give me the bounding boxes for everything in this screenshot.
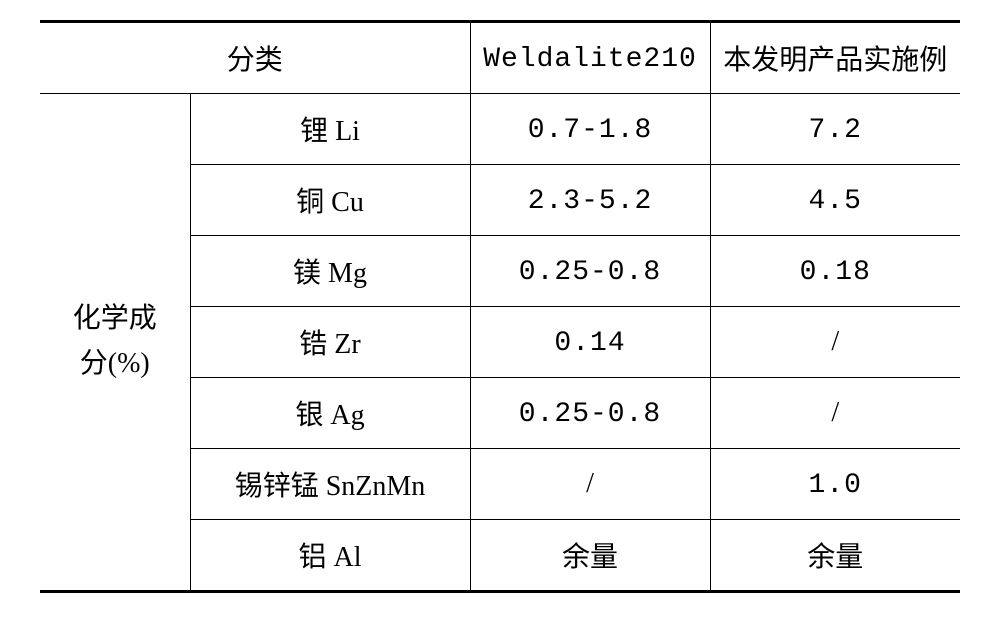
page: 分类 Weldalite210 本发明产品实施例 化学成 分(%) 锂 Li 0… (0, 0, 1000, 642)
header-col-a: Weldalite210 (470, 22, 710, 94)
value-b-cell: 4.5 (710, 165, 960, 236)
value-a-cell: 0.14 (470, 307, 710, 378)
value-a-cell: 0.7-1.8 (470, 94, 710, 165)
element-cell: 铝 Al (190, 520, 470, 592)
table-row: 化学成 分(%) 锂 Li 0.7-1.8 7.2 (40, 94, 960, 165)
element-cell: 银 Ag (190, 378, 470, 449)
table-header-row: 分类 Weldalite210 本发明产品实施例 (40, 22, 960, 94)
element-cell: 锂 Li (190, 94, 470, 165)
composition-table: 分类 Weldalite210 本发明产品实施例 化学成 分(%) 锂 Li 0… (40, 20, 960, 593)
value-a-cell: 余量 (470, 520, 710, 592)
header-col-b: 本发明产品实施例 (710, 22, 960, 94)
value-a-cell: 2.3-5.2 (470, 165, 710, 236)
element-cell: 锆 Zr (190, 307, 470, 378)
element-cell: 铜 Cu (190, 165, 470, 236)
value-a-cell: 0.25-0.8 (470, 378, 710, 449)
value-b-cell: 余量 (710, 520, 960, 592)
group-label-line1: 化学成 (73, 303, 157, 334)
value-b-cell: / (710, 378, 960, 449)
value-b-cell: / (710, 307, 960, 378)
value-a-cell: / (470, 449, 710, 520)
element-cell: 镁 Mg (190, 236, 470, 307)
value-b-cell: 1.0 (710, 449, 960, 520)
value-b-cell: 7.2 (710, 94, 960, 165)
element-cell: 锡锌锰 SnZnMn (190, 449, 470, 520)
value-a-cell: 0.25-0.8 (470, 236, 710, 307)
group-label-cell: 化学成 分(%) (40, 94, 190, 592)
group-label-line2: 分(%) (80, 348, 150, 379)
value-b-cell: 0.18 (710, 236, 960, 307)
header-category: 分类 (40, 22, 470, 94)
